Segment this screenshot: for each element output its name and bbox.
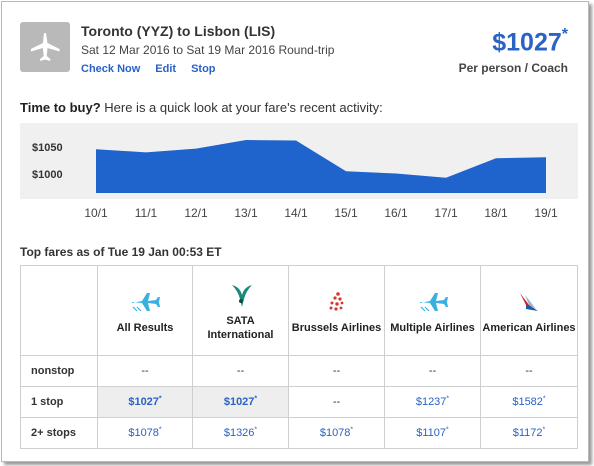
fare-link: $1326*	[223, 426, 258, 440]
airline-col-brussels[interactable]: Brussels Airlines	[288, 265, 385, 356]
fare-link: $1172*	[512, 426, 546, 440]
x-tick-label: 18/1	[484, 206, 508, 220]
fare-link: $1237*	[415, 395, 450, 409]
fare-history-chart: $1050 $1000 10/1 11/1 12/1 13/1 14/1 15/1 16/1 17…	[32, 139, 558, 220]
fare-asterisk: *	[254, 395, 258, 403]
x-tick-label: 17/1	[434, 206, 458, 220]
fare-cell: --	[288, 355, 385, 387]
fare-value: $1172	[512, 427, 543, 440]
fare-cell[interactable]: $1078*	[288, 417, 385, 449]
fare-cell: --	[288, 386, 385, 418]
fare-cell: --	[384, 355, 481, 387]
airplane-icon	[30, 33, 60, 61]
fare-value: $1078	[319, 427, 351, 440]
brussels-dots-icon	[329, 291, 343, 311]
fare-value: $1582	[512, 396, 543, 409]
fare-asterisk: *	[446, 395, 450, 403]
fare-asterisk: *	[158, 395, 162, 403]
fare-link: $1078*	[319, 426, 354, 440]
time-to-buy-question: Time to buy?	[20, 100, 101, 115]
fare-link: $1027*	[223, 395, 258, 409]
fare-value: $1326	[223, 427, 255, 440]
x-tick-label: 14/1	[284, 206, 308, 220]
fare-cell[interactable]: $1237*	[384, 386, 481, 418]
fare-asterisk: *	[446, 426, 449, 434]
airline-col-sata[interactable]: SATA International	[192, 265, 289, 356]
price-asterisk: *	[561, 26, 568, 43]
sata-bird-icon	[231, 284, 252, 307]
airline-name: American Airlines	[482, 321, 576, 334]
fare-cell[interactable]: $1107*	[384, 417, 481, 449]
airline-name: Brussels Airlines	[291, 321, 382, 334]
fare-cell[interactable]: $1027*	[192, 386, 289, 418]
plane-cyan-icon	[419, 292, 448, 311]
table-row-2-plus-stops: 2+ stops $1078* $1326* $1078* $1107* $11…	[20, 417, 578, 449]
fare-asterisk: *	[254, 426, 258, 434]
row-label: 1 stop	[20, 386, 98, 418]
airline-name: Multiple Airlines	[390, 321, 475, 334]
fare-asterisk: *	[542, 395, 546, 403]
check-now-link[interactable]: Check Now	[81, 63, 141, 75]
fare-alert-panel: Toronto (YYZ) to Lisbon (LIS) Sat 12 Mar…	[1, 1, 589, 462]
plane-cyan-icon	[132, 292, 160, 311]
price-basis: Per person / Coach	[458, 61, 568, 75]
airline-col-american[interactable]: American Airlines	[480, 265, 578, 356]
fare-cell: --	[192, 355, 289, 387]
fare-cell: --	[97, 355, 193, 387]
table-row-1-stop: 1 stop $1027* $1027* -- $1237* $1582*	[20, 386, 578, 418]
x-tick-label: 19/1	[534, 206, 558, 220]
fare-value: $1027	[128, 396, 159, 409]
x-tick-label: 15/1	[334, 206, 358, 220]
fare-cell[interactable]: $1582*	[480, 386, 578, 418]
x-tick-label: 10/1	[84, 206, 108, 220]
fare-cell: --	[480, 355, 578, 387]
fare-value: $1237	[415, 396, 447, 409]
fare-value: $1107	[416, 427, 447, 440]
action-links: Check Now Edit Stop	[81, 63, 231, 75]
fare-asterisk: *	[542, 426, 546, 434]
time-to-buy-heading: Time to buy? Here is a quick look at you…	[20, 100, 383, 115]
row-label: nonstop	[20, 355, 98, 387]
fare-cell[interactable]: $1027*	[97, 386, 193, 418]
trip-dates: Sat 12 Mar 2016 to Sat 19 Mar 2016 Round…	[81, 43, 335, 57]
fare-value: $1078	[128, 427, 159, 440]
airline-name: All Results	[116, 321, 174, 334]
edit-link[interactable]: Edit	[155, 63, 177, 75]
fare-cell[interactable]: $1078*	[97, 417, 193, 449]
fare-cell[interactable]: $1172*	[480, 417, 578, 449]
fare-value: $1027	[223, 396, 255, 409]
airline-name: SATA International	[207, 314, 274, 341]
flight-icon-tile	[20, 22, 70, 72]
fare-asterisk: *	[350, 426, 354, 434]
current-price[interactable]: $1027*	[492, 26, 568, 57]
top-fares-heading: Top fares as of Tue 19 Jan 00:53 ET	[20, 245, 222, 259]
airline-col-multiple[interactable]: Multiple Airlines	[384, 265, 481, 356]
x-tick-label: 11/1	[135, 206, 158, 220]
x-tick-label: 13/1	[234, 206, 258, 220]
x-tick-label: 16/1	[384, 206, 408, 220]
fare-link: $1027*	[128, 395, 162, 409]
fare-asterisk: *	[158, 426, 162, 434]
route-title: Toronto (YYZ) to Lisbon (LIS)	[81, 23, 276, 39]
row-label: 2+ stops	[20, 417, 98, 449]
top-fares-table: All Results SATA International Brussels …	[20, 265, 578, 449]
y-tick-label: $1050	[32, 142, 63, 154]
table-row-nonstop: nonstop -- -- -- -- --	[20, 355, 578, 387]
fare-link: $1078*	[128, 426, 162, 440]
x-tick-label: 12/1	[184, 206, 208, 220]
fare-cell[interactable]: $1326*	[192, 417, 289, 449]
stop-link[interactable]: Stop	[191, 63, 216, 75]
fare-link: $1107*	[416, 426, 449, 440]
fare-link: $1582*	[512, 395, 546, 409]
airline-col-all[interactable]: All Results	[97, 265, 193, 356]
time-to-buy-text: Here is a quick look at your fare's rece…	[100, 100, 383, 115]
y-tick-label: $1000	[32, 169, 63, 181]
corner-cell	[20, 265, 98, 356]
american-eagle-icon	[520, 292, 538, 311]
price-value: $1027	[492, 28, 562, 57]
fare-area-series	[96, 140, 546, 193]
